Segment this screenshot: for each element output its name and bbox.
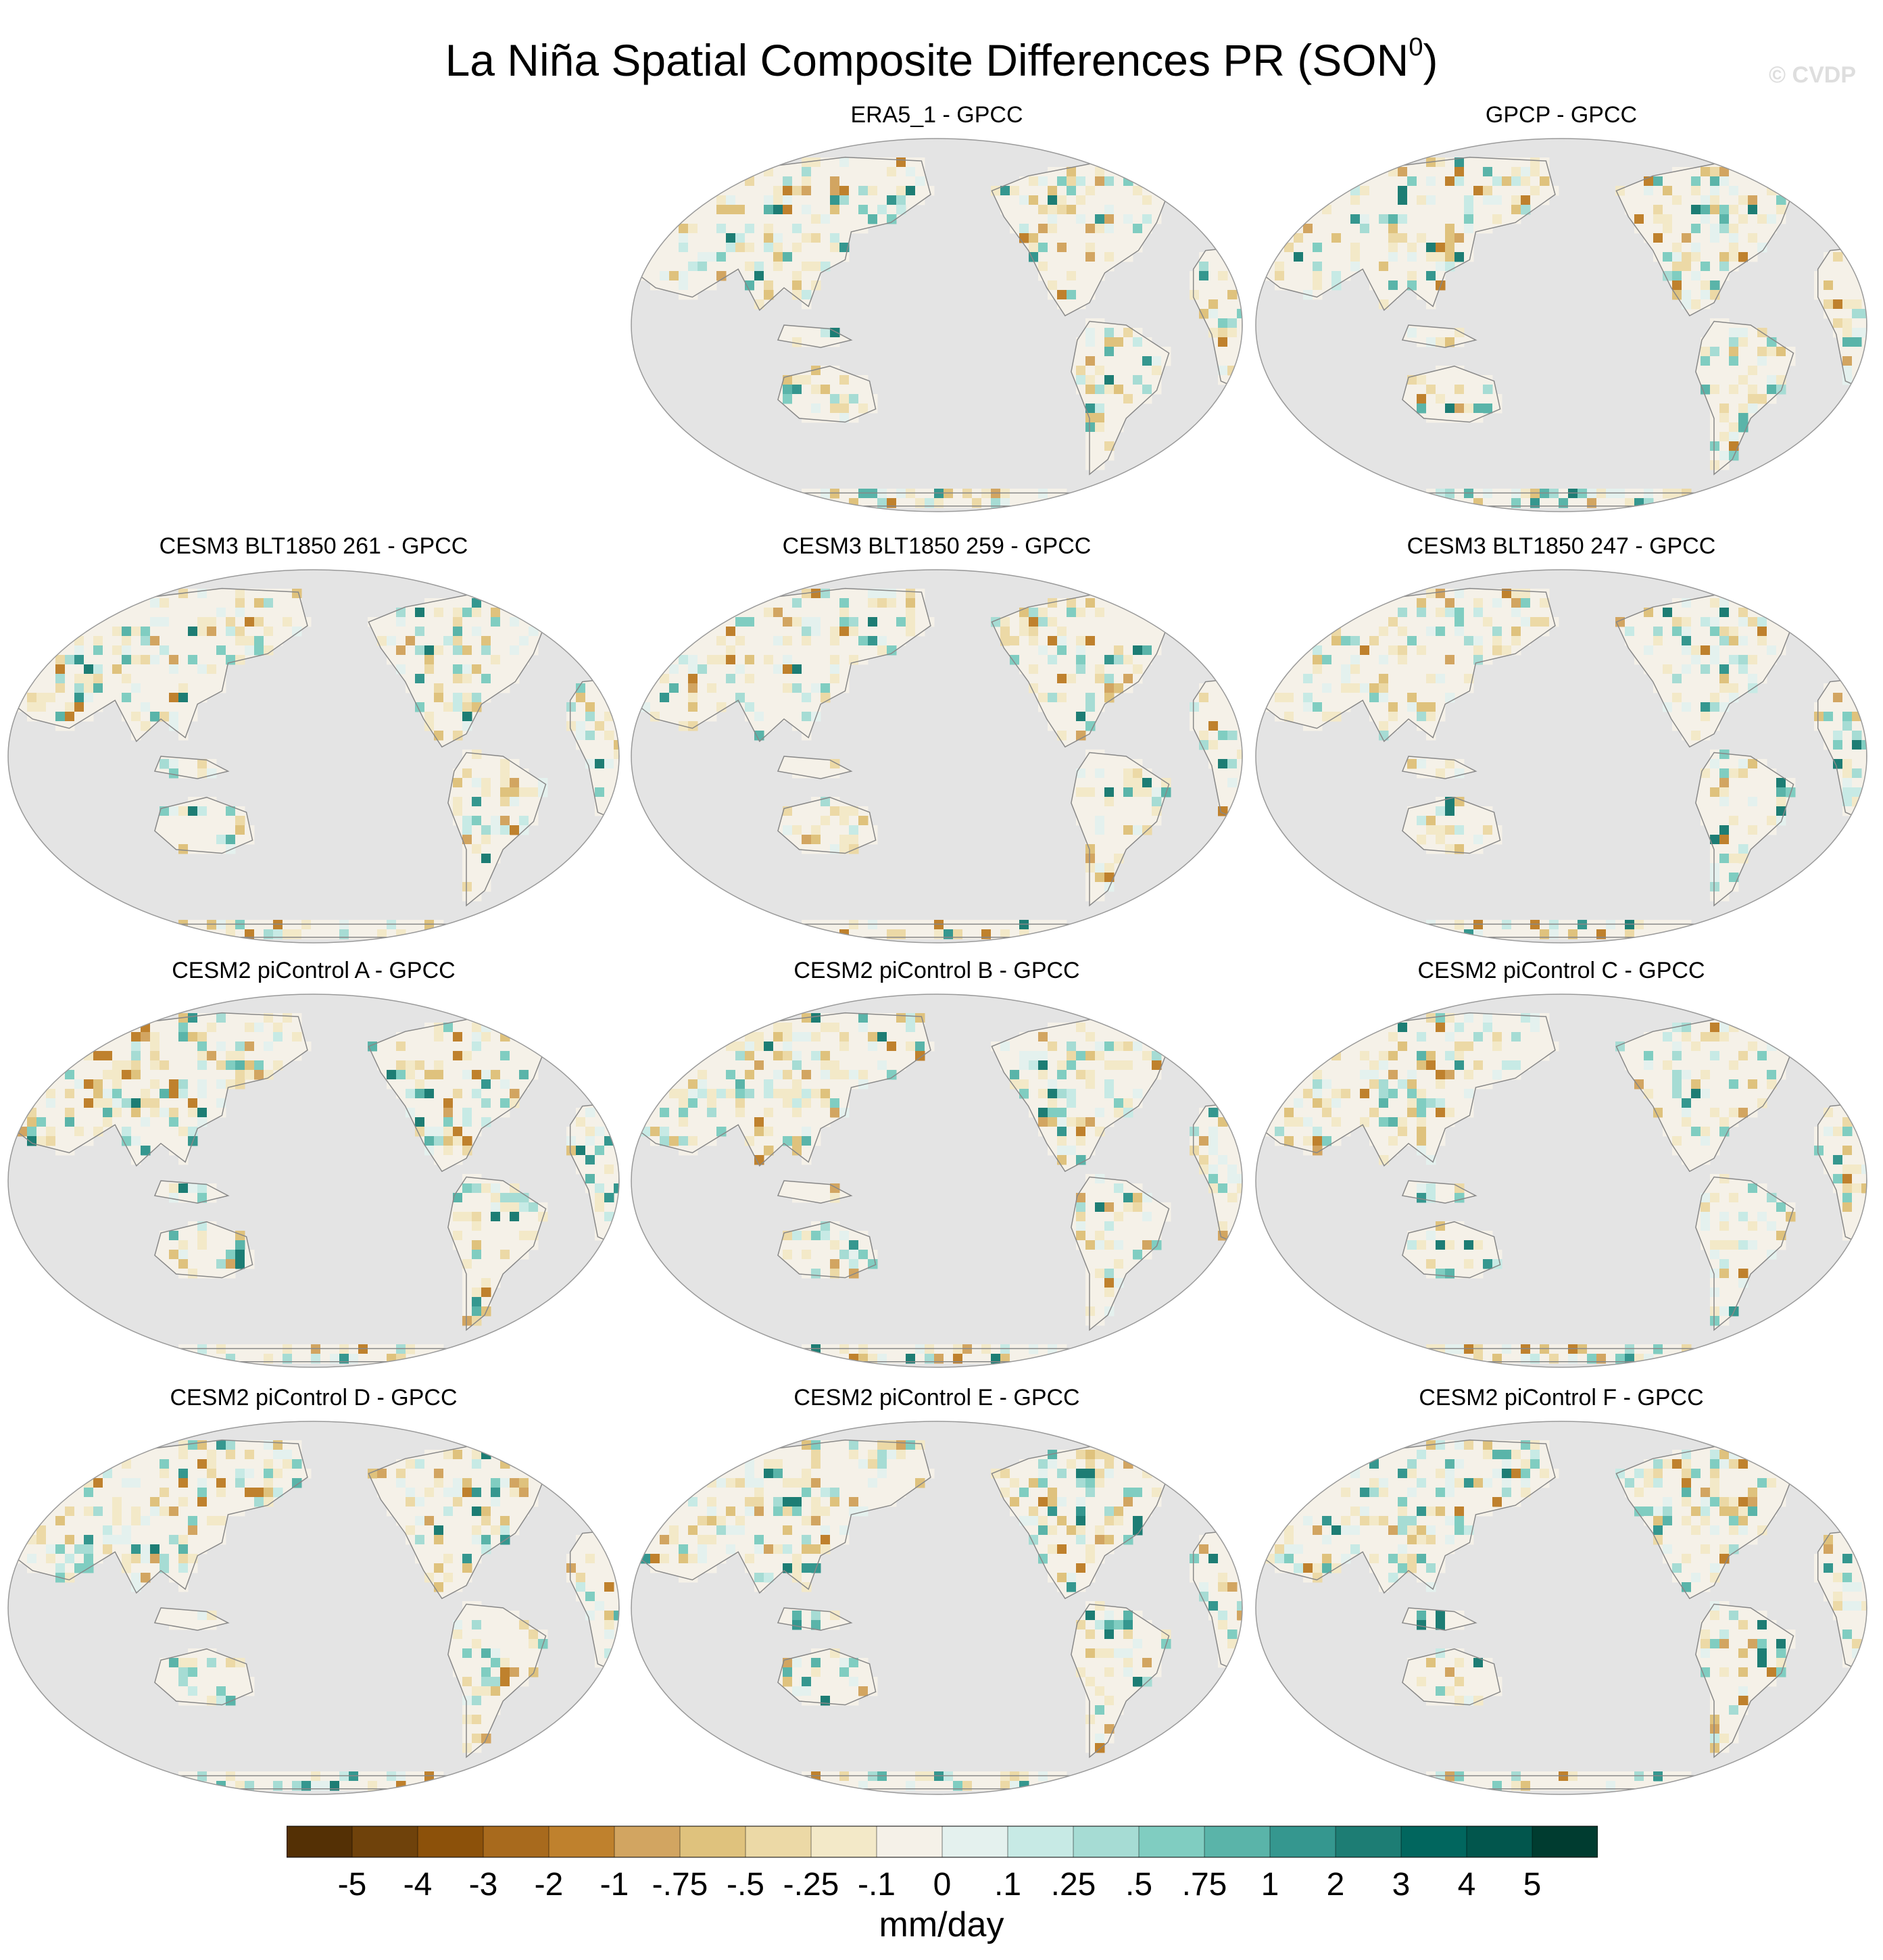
panel-title: CESM2 piControl C - GPCC (1417, 958, 1705, 983)
colorbar-tick-label: -.1 (858, 1867, 896, 1903)
map-outline (1255, 569, 1867, 944)
map-panel: CESM3 BLT1850 247 - GPCC (1250, 533, 1872, 952)
land-field (8, 584, 619, 939)
panel-title: CESM2 piControl B - GPCC (793, 958, 1080, 983)
map-panel: CESM2 piControl D - GPCC (3, 1384, 625, 1803)
panel-title: CESM2 piControl A - GPCC (172, 958, 456, 983)
world-map (1255, 994, 1867, 1368)
cvdp-watermark: © CVDP (1769, 62, 1856, 88)
map-panel: CESM2 piControl C - GPCC (1250, 957, 1872, 1376)
map-outline (631, 1421, 1243, 1795)
colorbar-swatch (1204, 1826, 1270, 1857)
colorbar-swatch (483, 1826, 549, 1857)
world-map (7, 994, 620, 1368)
colorbar-swatch (1532, 1826, 1598, 1857)
panel-title: CESM3 BLT1850 247 - GPCC (1407, 533, 1716, 559)
figure-title-close: ) (1423, 35, 1438, 85)
colorbar-tick-label: -3 (469, 1867, 498, 1903)
colorbar-units-label: mm/day (879, 1905, 1004, 1944)
world-map (1255, 138, 1867, 512)
colorbar-tick-label: .75 (1182, 1867, 1227, 1903)
figure-title-text: La Niña Spatial Composite Differences PR… (445, 35, 1409, 85)
panel-title: CESM2 piControl D - GPCC (170, 1385, 458, 1411)
colorbar-tick-label: -4 (404, 1867, 433, 1903)
panel-title: CESM3 BLT1850 259 - GPCC (782, 533, 1092, 559)
panel-title: CESM2 piControl F - GPCC (1419, 1385, 1704, 1411)
world-map (7, 1421, 620, 1795)
colorbar-swatch (680, 1826, 745, 1857)
map-outline (7, 1421, 620, 1795)
panel-title: GPCP - GPCC (1485, 102, 1638, 128)
colorbar-swatch (614, 1826, 680, 1857)
map-panel: ERA5_1 - GPCC (626, 101, 1248, 520)
panel-title: CESM2 piControl E - GPCC (793, 1385, 1080, 1411)
panel-title: CESM3 BLT1850 261 - GPCC (159, 533, 468, 559)
map-outline (631, 138, 1243, 512)
colorbar-swatch (287, 1826, 352, 1857)
colorbar: -5 -4 -3 -2 -1 -.75 -.5 -.25 -.1 0 .1 .25 .5 .75 1 2 3 4 5 (287, 1826, 1598, 1903)
map-outline (1255, 138, 1867, 512)
map-outline (1255, 994, 1867, 1368)
world-map (631, 1421, 1243, 1795)
colorbar-swatch (1401, 1826, 1467, 1857)
colorbar-tick-label: -5 (338, 1867, 367, 1903)
world-map (631, 569, 1243, 944)
map-outline (1255, 1421, 1867, 1795)
colorbar-tick-label: 0 (933, 1867, 952, 1903)
colorbar-tick-label: 5 (1523, 1867, 1542, 1903)
map-outline (631, 994, 1243, 1368)
colorbar-tick-label: -.25 (783, 1867, 839, 1903)
colorbar-swatch (1073, 1826, 1139, 1857)
colorbar-swatch (1139, 1826, 1204, 1857)
map-panel: CESM2 piControl F - GPCC (1250, 1384, 1872, 1803)
map-outline (7, 994, 620, 1368)
colorbar-swatch (352, 1826, 418, 1857)
colorbar-tick-label: -1 (600, 1867, 629, 1903)
panel-title: ERA5_1 - GPCC (850, 102, 1023, 128)
figure-title-superscript: 0 (1409, 33, 1423, 62)
map-outline (7, 569, 620, 944)
colorbar-tick-label: .1 (994, 1867, 1021, 1903)
map-panel: CESM3 BLT1850 261 - GPCC (3, 533, 625, 952)
map-panel: CESM2 piControl E - GPCC (626, 1384, 1248, 1803)
colorbar-swatch (811, 1826, 877, 1857)
colorbar-swatch (942, 1826, 1008, 1857)
colorbar-swatch (1336, 1826, 1401, 1857)
map-panel: CESM2 piControl B - GPCC (626, 957, 1248, 1376)
colorbar-tick-label: -.75 (652, 1867, 708, 1903)
land-field (8, 1436, 619, 1791)
colorbar-swatch (549, 1826, 614, 1857)
colorbar-swatch (745, 1826, 811, 1857)
colorbar-tick-label: 4 (1458, 1867, 1476, 1903)
colorbar-tick-label: 2 (1327, 1867, 1345, 1903)
colorbar-swatch (1467, 1826, 1532, 1857)
world-map (631, 138, 1243, 512)
world-map (7, 569, 620, 944)
colorbar-swatch (418, 1826, 483, 1857)
colorbar-tick-label: 1 (1261, 1867, 1279, 1903)
world-map (1255, 1421, 1867, 1795)
figure-title: La Niña Spatial Composite Differences PR… (0, 19, 1883, 89)
colorbar-tick-label: -2 (535, 1867, 564, 1903)
world-map (631, 994, 1243, 1368)
map-panel: CESM3 BLT1850 259 - GPCC (626, 533, 1248, 952)
land-field (1256, 584, 1867, 939)
colorbar-swatch (1270, 1826, 1336, 1857)
map-panel: GPCP - GPCC (1250, 101, 1872, 520)
colorbar-swatch (877, 1826, 942, 1857)
colorbar-tick-label: -.5 (727, 1867, 764, 1903)
colorbar-tick-label: .25 (1051, 1867, 1096, 1903)
map-panel: CESM2 piControl A - GPCC (3, 957, 625, 1376)
colorbar-tick-label: 3 (1392, 1867, 1411, 1903)
colorbar-swatch (1008, 1826, 1073, 1857)
map-outline (631, 569, 1243, 944)
world-map (1255, 569, 1867, 944)
colorbar-tick-label: .5 (1125, 1867, 1152, 1903)
